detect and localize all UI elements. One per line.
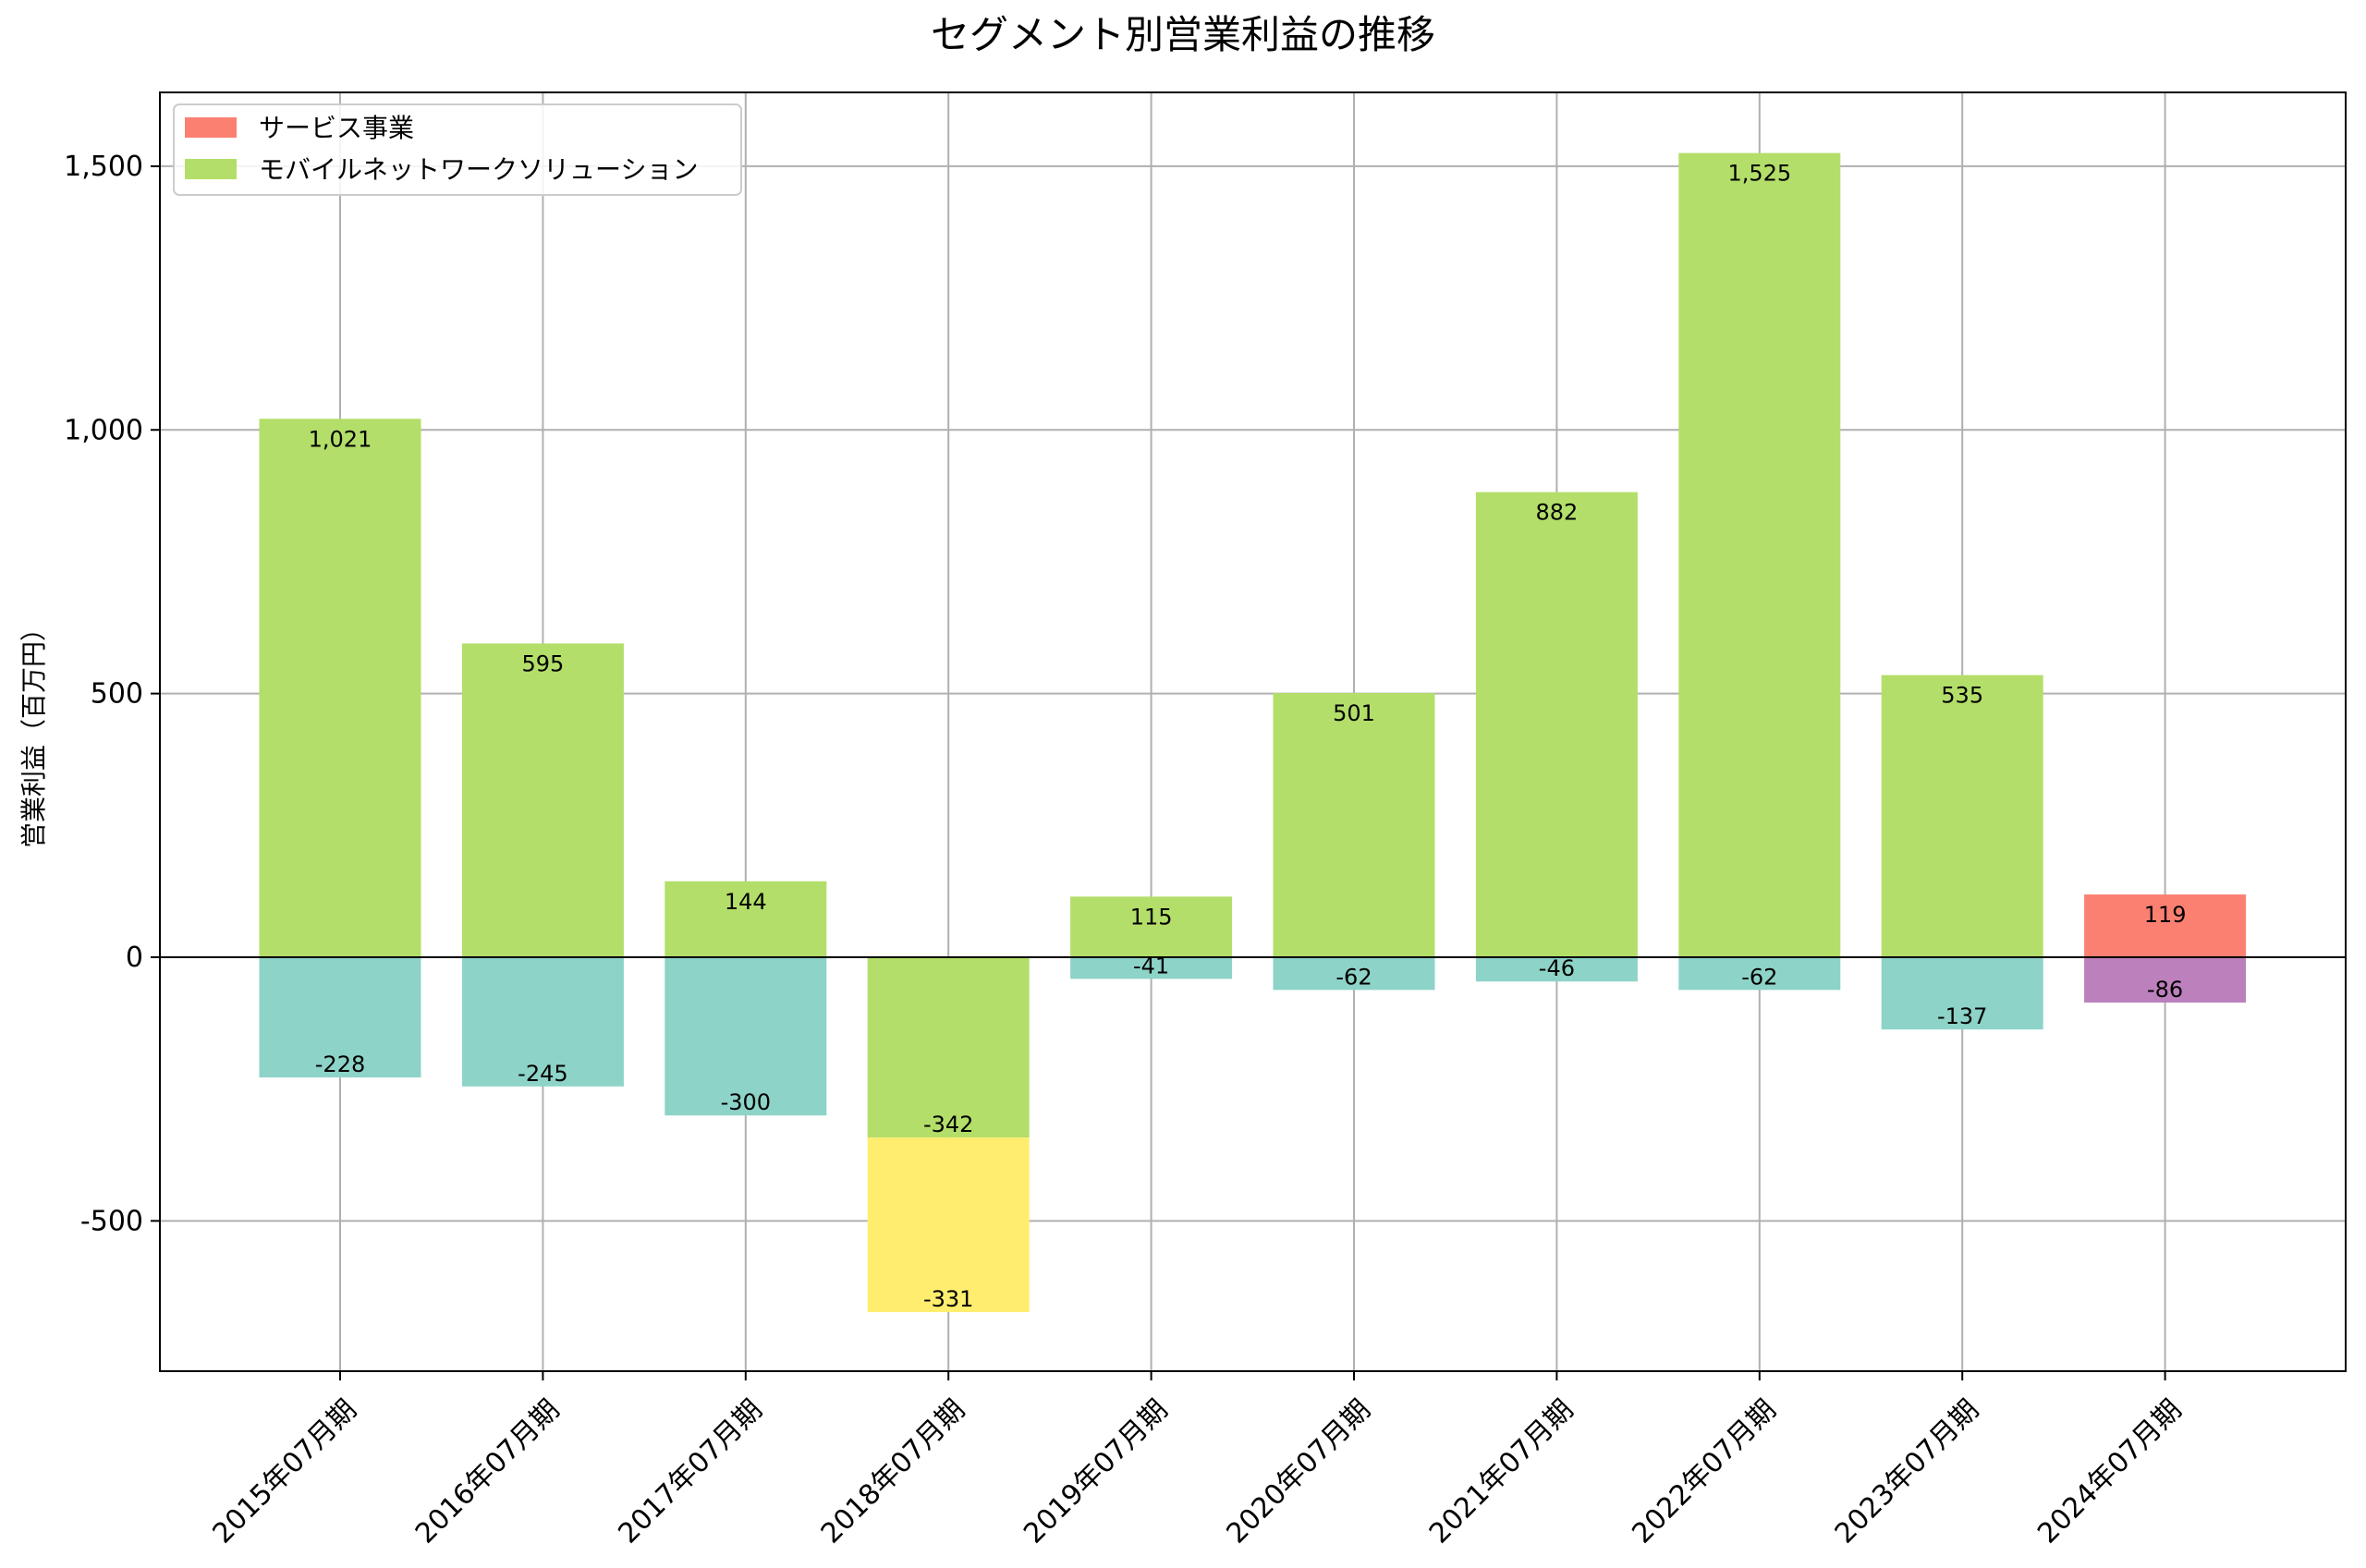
data-label: 1,525 — [1727, 161, 1791, 187]
bar — [1678, 152, 1841, 957]
data-label: 882 — [1535, 500, 1578, 526]
x-tick-label: 2023年07月期 — [1829, 1393, 1985, 1550]
y-tick-label: 0 — [126, 942, 143, 974]
bar — [259, 419, 421, 957]
data-label: 535 — [1941, 683, 1983, 709]
data-label: -228 — [315, 1051, 365, 1077]
bar — [1881, 675, 2043, 957]
data-label: -46 — [1539, 955, 1575, 981]
x-tick-label: 2016年07月期 — [409, 1393, 566, 1550]
x-tick-label: 2017年07月期 — [612, 1393, 768, 1550]
bar — [867, 1137, 1030, 1313]
bar — [2084, 956, 2247, 1003]
data-label: -245 — [518, 1061, 567, 1087]
y-tick-label: 1,500 — [64, 151, 143, 183]
y-tick-label: 1,000 — [64, 414, 143, 446]
legend-label: モバイルネットワークソリューション — [259, 154, 698, 185]
data-label: -342 — [923, 1112, 973, 1137]
labels-layer: -228 1,021 -245 595 -300 144 -342 -331 -41 115 -62… — [309, 161, 2187, 1312]
data-label: -62 — [1335, 964, 1372, 990]
bar — [259, 956, 421, 1078]
bar — [665, 881, 827, 957]
legend-swatch — [185, 159, 237, 179]
bar — [1678, 956, 1841, 991]
y-tick-label: 500 — [91, 678, 143, 711]
bar — [1475, 956, 1638, 982]
plot-frame — [159, 91, 2347, 1372]
x-tick-label: 2020年07月期 — [1221, 1393, 1377, 1550]
y-tick-label: -500 — [80, 1205, 143, 1237]
data-label: 595 — [521, 650, 564, 676]
data-label: -41 — [1133, 953, 1169, 978]
bar — [867, 956, 1030, 1138]
x-tick-label: 2024年07月期 — [2031, 1393, 2188, 1550]
bar — [1070, 896, 1233, 957]
data-label: -331 — [923, 1286, 973, 1312]
bar — [1881, 956, 2043, 1030]
data-label: 1,021 — [309, 426, 372, 452]
y-axis-title: 営業利益（百万円） — [18, 615, 49, 848]
x-tick-label: 2018年07月期 — [815, 1393, 971, 1550]
data-label: -300 — [721, 1089, 771, 1115]
data-label: -62 — [1741, 964, 1777, 990]
x-tick-label: 2022年07月期 — [1626, 1393, 1782, 1550]
data-label: 501 — [1333, 700, 1375, 726]
y-axis: -500 0 500 1,000 1,500 — [64, 151, 160, 1237]
legend-label: サービス事業 — [259, 113, 414, 143]
data-label: -137 — [1937, 1003, 1987, 1029]
x-tick-label: 2021年07月期 — [1423, 1393, 1579, 1550]
legend-box — [173, 103, 742, 196]
legend-swatch — [185, 117, 237, 138]
bar — [1273, 956, 1435, 991]
bar — [461, 956, 624, 1087]
chart-title: セグメント別営業利益の推移 — [931, 12, 1435, 57]
data-label: -86 — [2147, 977, 2183, 1003]
x-tick-label: 2015年07月期 — [207, 1393, 363, 1550]
bar — [1273, 693, 1435, 957]
x-tick-label: 2019年07月期 — [1018, 1393, 1174, 1550]
bar — [665, 956, 827, 1116]
data-label: 144 — [725, 889, 767, 915]
data-label: 119 — [2144, 902, 2187, 928]
bar — [1475, 492, 1638, 957]
bar — [1070, 956, 1233, 979]
bars-layer — [259, 152, 2247, 1313]
bar — [2084, 894, 2247, 957]
x-axis: 2015年07月期 2016年07月期 2017年07月期 2018年07月期 2019… — [207, 1371, 2189, 1550]
data-label: 115 — [1130, 904, 1173, 930]
bar — [461, 643, 624, 957]
